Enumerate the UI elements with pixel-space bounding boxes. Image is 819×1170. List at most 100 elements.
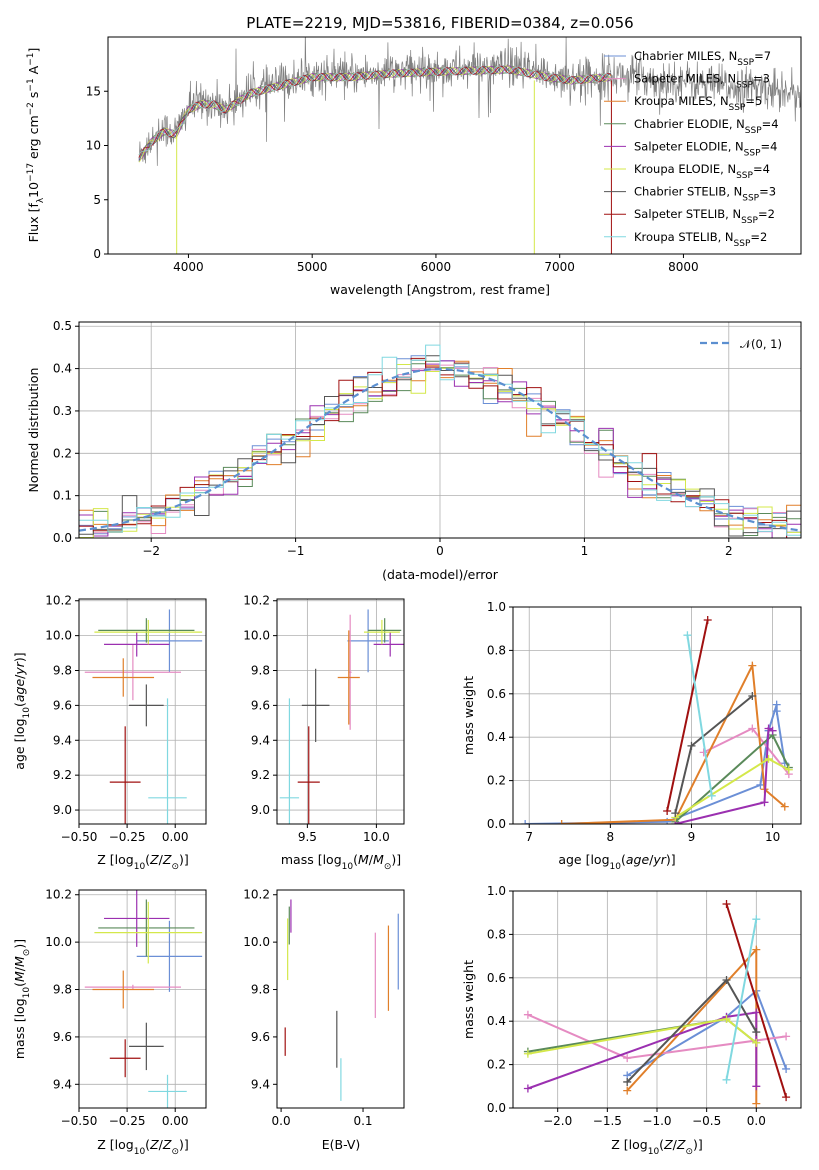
mass-vs-ebv-chart: 0.0 0.1 9.4 9.6 9.8 10.0 10.2 E(B-V) [243, 888, 405, 1152]
y-tick-label: 5 [93, 193, 101, 207]
y-axis-label-text: mass weight [461, 676, 476, 755]
weight-point [752, 1028, 761, 1037]
weight-point [683, 631, 692, 640]
weight-point [748, 661, 757, 670]
x-tick-label: 5000 [297, 260, 328, 274]
x-tick-label: 1 [581, 544, 589, 558]
error-bar [94, 619, 203, 645]
x-tick-label: 0.00 [162, 830, 189, 844]
weight-point [623, 1054, 632, 1063]
y-tick-label: 9.4 [53, 1077, 72, 1091]
legend-entry: Salpeter STELIB, NSSP=2 [634, 207, 775, 226]
weight-point [782, 1064, 791, 1073]
weight-point [521, 820, 530, 824]
x-tick-label: −0.50 [61, 1114, 98, 1128]
x-tick-label: 9 [688, 830, 696, 844]
y-tick-label: 0.4 [53, 362, 72, 376]
legend-entry: Chabrier STELIB, NSSP=3 [634, 185, 776, 204]
error-bar [337, 630, 360, 725]
error-bar [129, 1022, 164, 1071]
weight-point [760, 798, 769, 807]
x-tick-label: 9.5 [298, 830, 317, 844]
weight-point [772, 707, 781, 716]
axes-frame [276, 598, 405, 825]
residuals-chart-marks [79, 344, 801, 538]
y-tick-label: 0.0 [487, 1101, 506, 1115]
y-tick-label: 1.0 [487, 600, 506, 614]
weight-series-line [674, 757, 790, 819]
y-axis-label: mass weight [461, 960, 476, 1039]
age-vs-mass-chart: 9.5 10.0 9.0 9.2 9.4 9.6 9.8 10.0 10.2 mass [log1… [243, 594, 405, 872]
weight-point [523, 1084, 532, 1093]
x-tick-label: −0.25 [109, 1114, 146, 1128]
y-tick-label: 0.6 [487, 687, 506, 701]
legend-entry: Chabrier MILES, NSSP=7 [634, 49, 771, 68]
error-bar [136, 609, 203, 673]
legend-entry: Salpeter MILES, NSSP=3 [634, 72, 770, 91]
y-tick-label: 9.4 [251, 733, 270, 747]
residuals-chart: −2 −1 0 1 2 0.0 0.1 0.2 0.3 0.4 0.5 Normed distribu… [26, 319, 802, 582]
weight-point [784, 765, 793, 774]
x-axis-label: Z [log10(Z/Z⊙)] [97, 852, 189, 872]
weight-series-line [527, 1011, 758, 1090]
error-bar [129, 684, 164, 727]
weight-point [768, 726, 777, 735]
weight-point [623, 1086, 632, 1095]
error-bar [347, 609, 389, 673]
x-tick-label: 4000 [173, 260, 204, 274]
weight-point [748, 691, 757, 700]
y-tick-label: 10.0 [243, 935, 270, 949]
weight-point [703, 616, 712, 625]
y-axis-label: age [log10(age/yr)] [12, 652, 32, 769]
axes-frame [512, 606, 802, 825]
y-tick-label: 0.5 [53, 319, 72, 333]
x-tick-label: 0 [436, 544, 444, 558]
x-tick-label: −2 [142, 544, 160, 558]
weight-point [752, 915, 761, 924]
weight-point [623, 1077, 632, 1086]
x-axis-label: (data-model)/error [382, 567, 499, 582]
x-tick-label: 10.0 [363, 830, 390, 844]
y-tick-label: 0.0 [487, 817, 506, 831]
error-bar [92, 970, 155, 1009]
legend-entry: Kroupa STELIB, NSSP=2 [634, 230, 767, 249]
x-tick-label: 10 [765, 830, 780, 844]
y-tick-label: 10.2 [243, 888, 270, 902]
y-axis-label: Normed distribution [26, 368, 41, 493]
error-bar [373, 632, 404, 657]
mass-vs-Z-chart: −0.50 −0.25 0.00 9.4 9.6 9.8 10.0 10.2 mass [log… [12, 888, 207, 1157]
weight-point [782, 1032, 791, 1041]
x-axis-label: mass [log10(M/M⊙)] [281, 852, 401, 872]
y-tick-label: 9.2 [251, 768, 270, 782]
age-vs-Z-chart: −0.50 −0.25 0.00 9.0 9.2 9.4 9.6 9.8 10.0 10.2 age… [12, 594, 207, 872]
y-tick-label: 0.8 [487, 643, 506, 657]
y-tick-label: 9.6 [251, 698, 270, 712]
weight-point [523, 1049, 532, 1058]
spectrum-model-line [138, 65, 611, 162]
error-bar [109, 726, 141, 824]
age-vs-Z-chart-marks [84, 609, 203, 824]
y-tick-label: 9.8 [251, 664, 270, 678]
error-bar [301, 668, 330, 743]
y-tick-label: 9.4 [251, 1077, 270, 1091]
weight-series-line [686, 635, 713, 796]
y-tick-label: 9.0 [251, 803, 270, 817]
weight-point [671, 809, 680, 818]
y-axis-label: Flux [fλ10−17 erg cm−2 s−1 A−1] [26, 48, 46, 243]
legend-entry: Kroupa MILES, NSSP=5 [634, 94, 762, 113]
weight-point [707, 791, 716, 800]
weight-vs-age-chart-marks [521, 616, 793, 824]
error-bar [94, 901, 203, 964]
y-tick-label: 9.8 [251, 983, 270, 997]
y-tick-label: 9.6 [251, 1030, 270, 1044]
weight-point [523, 1010, 532, 1019]
error-bar [84, 644, 181, 701]
x-axis-label: wavelength [Angstrom, rest frame] [330, 282, 550, 297]
figure-title: PLATE=2219, MJD=53816, FIBERID=0384, z=0… [246, 14, 633, 32]
y-tick-label: 0.3 [53, 404, 72, 418]
error-bar [148, 1074, 187, 1108]
y-tick-label: 10.0 [45, 935, 72, 949]
weight-point [752, 945, 761, 954]
x-axis-label: E(B-V) [322, 1137, 361, 1152]
